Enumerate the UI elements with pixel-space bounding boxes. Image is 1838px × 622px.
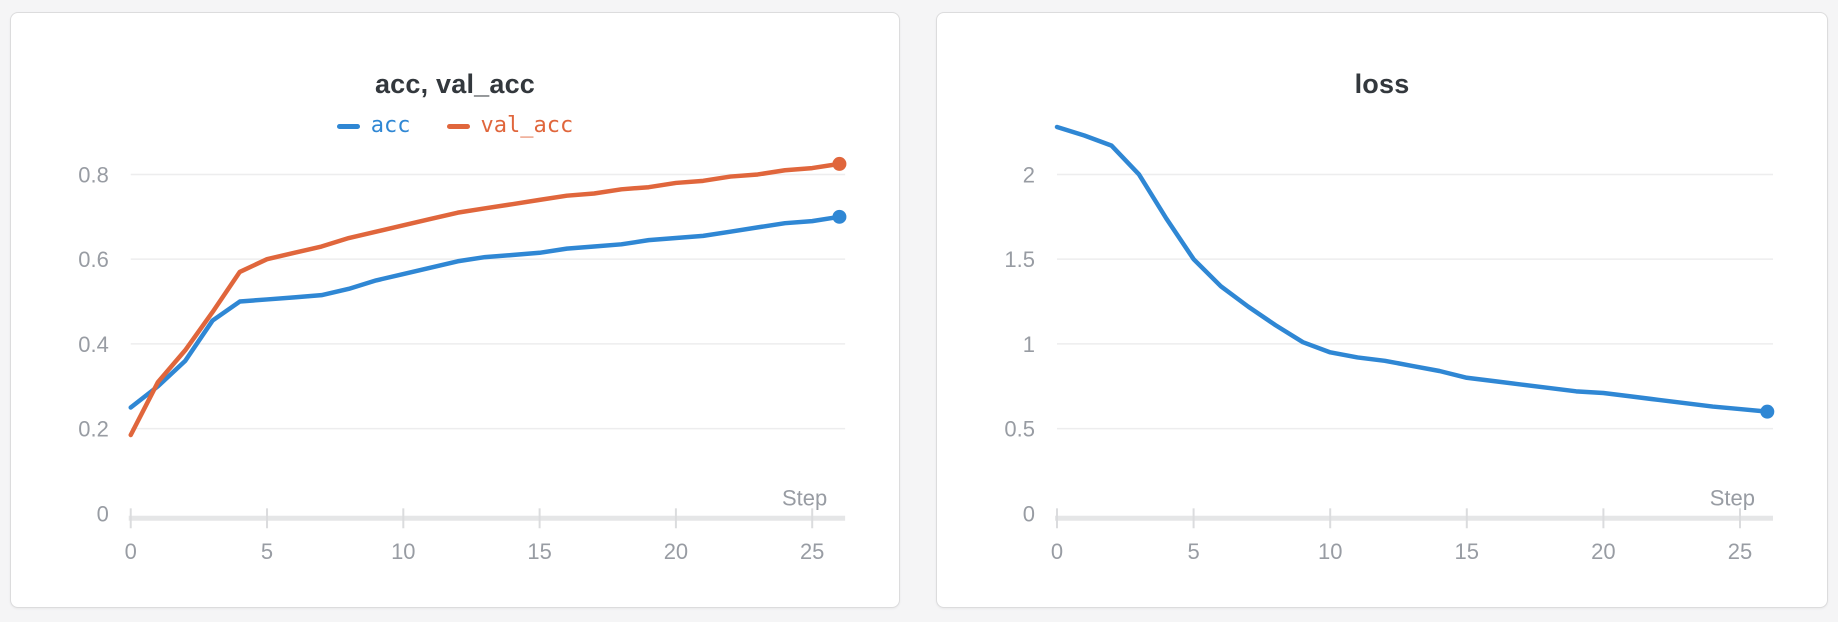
acc-endpoint-dot[interactable]: [832, 209, 847, 224]
y-tick-label: 1.5: [1004, 247, 1035, 272]
x-tick-label: 5: [1187, 539, 1199, 564]
chart-panel-loss[interactable]: loss 0 0.5 1 1.5 2 0 5 10 15 20 25 Step: [936, 12, 1828, 608]
x-axis-title: Step: [782, 485, 827, 510]
x-tick-label: 5: [261, 539, 273, 564]
val_acc-line[interactable]: [128, 161, 842, 438]
x-tick-label: 20: [664, 539, 688, 564]
val_acc-endpoint-dot[interactable]: [832, 156, 847, 171]
x-tick-label: 15: [527, 539, 551, 564]
y-tick-label: 0: [1023, 501, 1035, 526]
x-tick-label: 20: [1591, 539, 1615, 564]
y-tick-label: 0.2: [78, 417, 109, 442]
y-tick-label: 2: [1023, 162, 1035, 187]
val-acc-series-swatch: [446, 123, 470, 129]
x-tick-label: 15: [1455, 539, 1479, 564]
x-tick-label: 10: [391, 539, 415, 564]
acc-legend-label: acc: [370, 113, 411, 138]
chart-panel-accuracy[interactable]: acc, val_acc acc val_acc 0 0.2 0.4 0.6 0.8 0 5…: [10, 12, 900, 608]
legend-item-val-acc[interactable]: val_acc: [446, 113, 574, 138]
loss-endpoint-dot[interactable]: [1760, 404, 1775, 419]
y-tick-label: 0: [97, 501, 109, 526]
loss-chart-title: loss: [1354, 69, 1410, 99]
x-tick-label: 25: [800, 539, 824, 564]
y-tick-label: 1: [1023, 332, 1035, 357]
accuracy-chart-canvas[interactable]: 0 0.2 0.4 0.6 0.8 0 5 10 15 20 25 Step: [11, 13, 899, 607]
accuracy-chart-legend: acc val_acc: [11, 115, 899, 137]
val-acc-legend-label: val_acc: [480, 113, 574, 138]
y-tick-label: 0.5: [1004, 417, 1035, 442]
accuracy-chart-title: acc, val_acc: [374, 69, 536, 99]
acc-line[interactable]: [128, 214, 842, 410]
loss-line[interactable]: [1054, 124, 1770, 414]
x-tick-label: 0: [1051, 539, 1063, 564]
x-axis-title: Step: [1710, 485, 1755, 510]
y-tick-label: 0.6: [78, 247, 109, 272]
y-tick-label: 0.4: [78, 332, 109, 357]
x-tick-label: 25: [1728, 539, 1752, 564]
legend-item-acc[interactable]: acc: [336, 113, 411, 138]
acc-series-swatch: [336, 123, 360, 129]
y-tick-label: 0.8: [78, 162, 109, 187]
x-tick-label: 10: [1318, 539, 1342, 564]
x-tick-label: 0: [125, 539, 137, 564]
